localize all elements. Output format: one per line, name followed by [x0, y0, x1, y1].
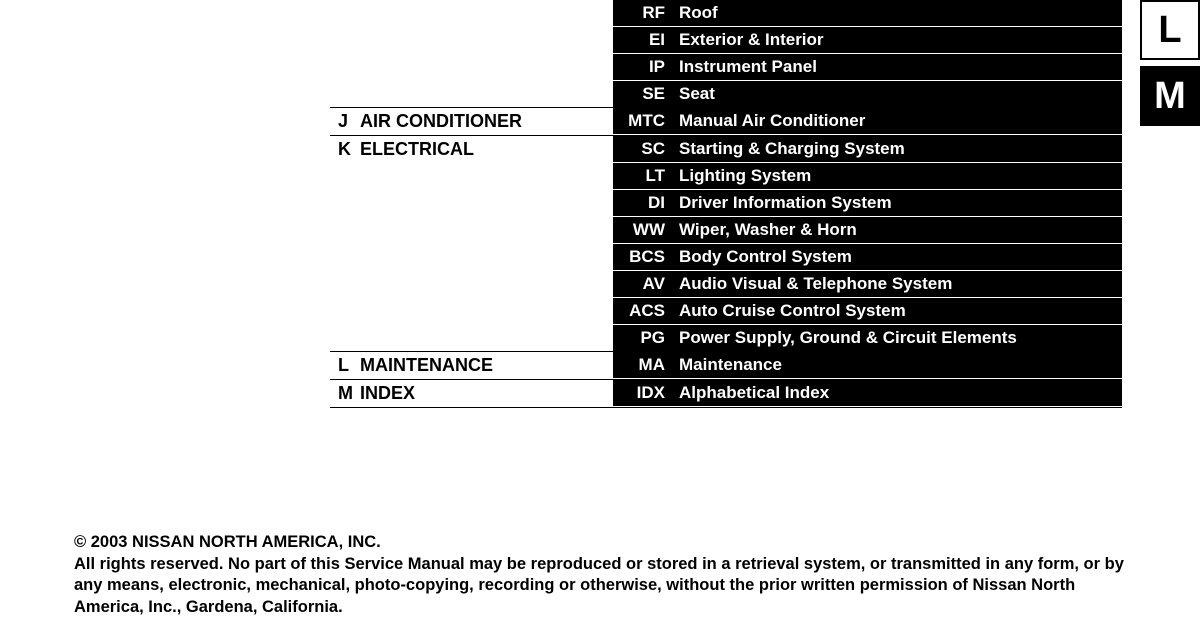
side-tab-l[interactable]: L	[1140, 0, 1200, 60]
subsection-name: Alphabetical Index	[679, 383, 829, 403]
section-row: RFRoofEIExterior & InteriorIPInstrument …	[330, 0, 1122, 108]
subsection-row[interactable]: WWWiper, Washer & Horn	[613, 217, 1122, 244]
subsection-row[interactable]: SCStarting & Charging System	[613, 136, 1122, 163]
section-row: KELECTRICALSCStarting & Charging SystemL…	[330, 136, 1122, 352]
subsection-row[interactable]: RFRoof	[613, 0, 1122, 27]
subsection-row[interactable]: ACSAuto Cruise Control System	[613, 298, 1122, 325]
subsection-code: IP	[613, 57, 679, 77]
copyright-line: © 2003 NISSAN NORTH AMERICA, INC.	[74, 532, 1140, 553]
subsection-code: SC	[613, 139, 679, 159]
footer-block: © 2003 NISSAN NORTH AMERICA, INC. All ri…	[74, 532, 1140, 618]
section-title: INDEX	[360, 383, 415, 404]
subsection-code: IDX	[613, 383, 679, 403]
subsection-name: Starting & Charging System	[679, 139, 905, 159]
subsection-name: Roof	[679, 3, 718, 23]
section-letter: M	[330, 383, 360, 404]
subsection-list: MAMaintenance	[613, 352, 1122, 379]
subsection-row[interactable]: MTCManual Air Conditioner	[613, 108, 1122, 134]
subsection-list: RFRoofEIExterior & InteriorIPInstrument …	[613, 0, 1122, 107]
section-left: JAIR CONDITIONER	[330, 108, 613, 135]
subsection-list: IDXAlphabetical Index	[613, 380, 1122, 407]
subsection-name: Wiper, Washer & Horn	[679, 220, 857, 240]
subsection-code: DI	[613, 193, 679, 213]
section-letter: K	[330, 139, 360, 160]
section-title: AIR CONDITIONER	[360, 111, 522, 132]
section-title: ELECTRICAL	[360, 139, 474, 160]
section-letter: J	[330, 111, 360, 132]
subsection-name: Audio Visual & Telephone System	[679, 274, 952, 294]
subsection-row[interactable]: SESeat	[613, 81, 1122, 107]
subsection-row[interactable]: IDXAlphabetical Index	[613, 380, 1122, 406]
rights-text: All rights reserved. No part of this Ser…	[74, 554, 1140, 618]
subsection-row[interactable]: IPInstrument Panel	[613, 54, 1122, 81]
subsection-name: Power Supply, Ground & Circuit Elements	[679, 328, 1017, 348]
subsection-row[interactable]: LTLighting System	[613, 163, 1122, 190]
subsection-name: Body Control System	[679, 247, 852, 267]
section-left: KELECTRICAL	[330, 136, 613, 163]
subsection-code: MTC	[613, 111, 679, 131]
subsection-code: AV	[613, 274, 679, 294]
subsection-code: PG	[613, 328, 679, 348]
subsection-list: SCStarting & Charging SystemLTLighting S…	[613, 136, 1122, 351]
section-left: MINDEX	[330, 380, 613, 407]
subsection-code: RF	[613, 3, 679, 23]
subsection-code: SE	[613, 84, 679, 104]
subsection-row[interactable]: PGPower Supply, Ground & Circuit Element…	[613, 325, 1122, 351]
side-tabs: LM	[1140, 0, 1200, 132]
subsection-name: Auto Cruise Control System	[679, 301, 906, 321]
section-letter: L	[330, 355, 360, 376]
subsection-name: Maintenance	[679, 355, 782, 375]
subsection-name: Seat	[679, 84, 715, 104]
section-title: MAINTENANCE	[360, 355, 493, 376]
subsection-row[interactable]: DIDriver Information System	[613, 190, 1122, 217]
subsection-code: EI	[613, 30, 679, 50]
section-row: JAIR CONDITIONERMTCManual Air Conditione…	[330, 108, 1122, 136]
side-tab-m[interactable]: M	[1140, 66, 1200, 126]
subsection-code: LT	[613, 166, 679, 186]
subsection-name: Exterior & Interior	[679, 30, 824, 50]
section-left: LMAINTENANCE	[330, 352, 613, 379]
subsection-name: Driver Information System	[679, 193, 892, 213]
subsection-code: WW	[613, 220, 679, 240]
subsection-row[interactable]: BCSBody Control System	[613, 244, 1122, 271]
section-row: MINDEXIDXAlphabetical Index	[330, 380, 1122, 408]
subsection-code: ACS	[613, 301, 679, 321]
subsection-row[interactable]: MAMaintenance	[613, 352, 1122, 378]
subsection-name: Instrument Panel	[679, 57, 817, 77]
bottom-fade	[0, 612, 1200, 630]
subsection-list: MTCManual Air Conditioner	[613, 108, 1122, 135]
section-left	[330, 0, 613, 6]
toc-table: RFRoofEIExterior & InteriorIPInstrument …	[330, 0, 1122, 408]
subsection-code: MA	[613, 355, 679, 375]
subsection-row[interactable]: EIExterior & Interior	[613, 27, 1122, 54]
subsection-name: Manual Air Conditioner	[679, 111, 865, 131]
subsection-row[interactable]: AVAudio Visual & Telephone System	[613, 271, 1122, 298]
subsection-name: Lighting System	[679, 166, 811, 186]
section-row: LMAINTENANCEMAMaintenance	[330, 352, 1122, 380]
subsection-code: BCS	[613, 247, 679, 267]
